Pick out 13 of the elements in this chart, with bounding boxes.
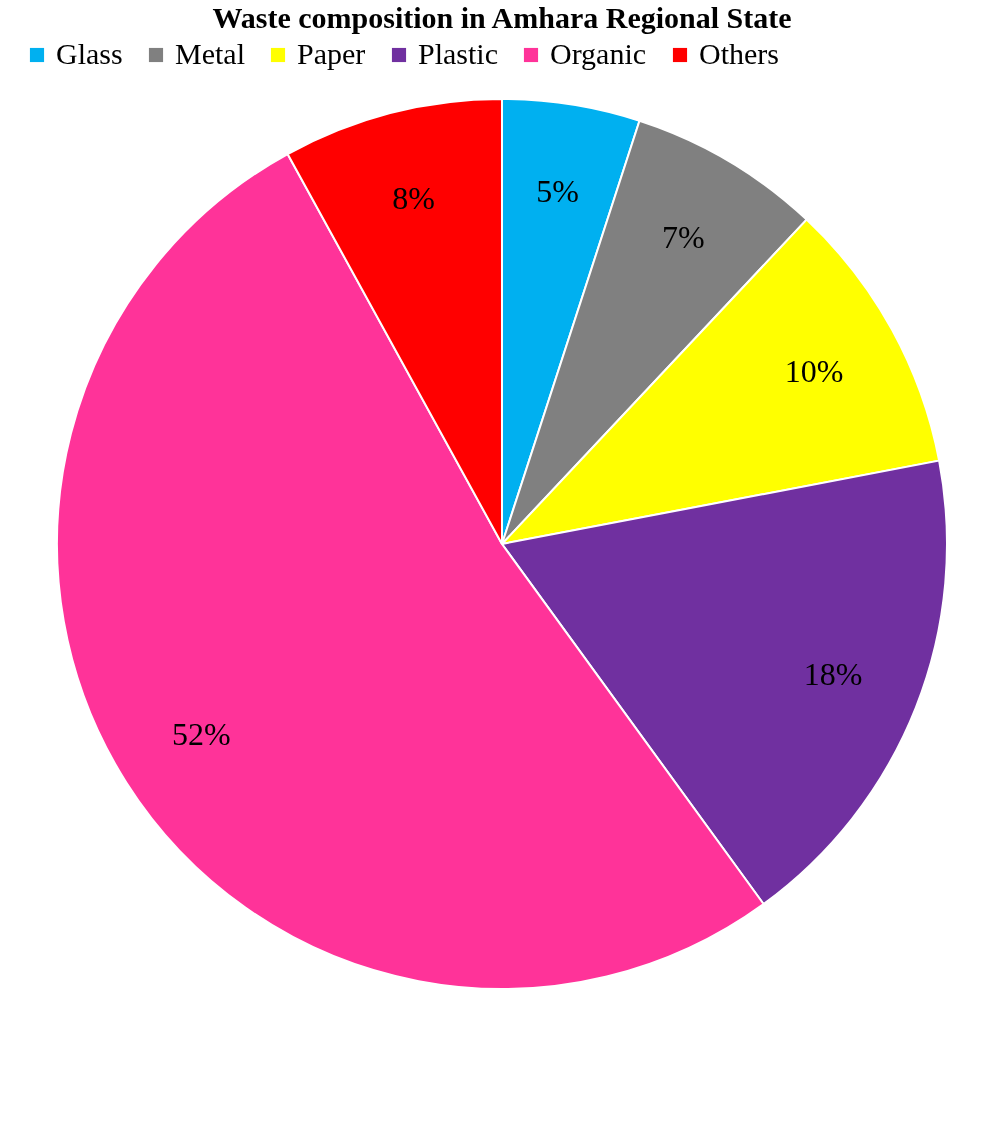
- legend-label: Others: [699, 37, 779, 70]
- data-label: 8%: [392, 180, 435, 217]
- legend-label: Paper: [297, 37, 366, 70]
- legend-label: Plastic: [418, 37, 498, 70]
- data-label: 52%: [172, 715, 231, 752]
- data-label: 7%: [661, 218, 705, 255]
- data-label: 18%: [803, 656, 863, 693]
- legend-label: Metal: [175, 37, 245, 70]
- chart-title: Waste composition in Amhara Regional State: [212, 1, 792, 34]
- data-label: 5%: [536, 173, 580, 210]
- data-label: 10%: [784, 353, 844, 390]
- legend-label: Glass: [56, 37, 123, 70]
- legend-label: Organic: [550, 37, 647, 70]
